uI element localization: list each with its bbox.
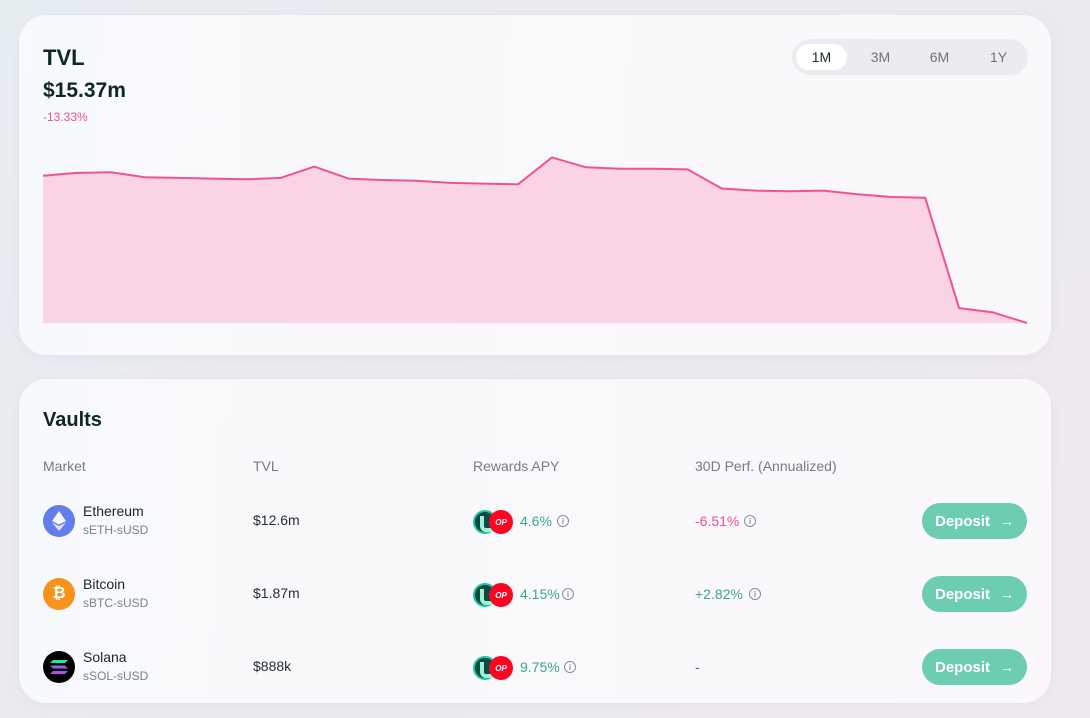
rewards-apy: 4.15%	[520, 586, 560, 602]
tvl-change: -13.33%	[43, 110, 88, 124]
vault-row-ethereum: Ethereum sETH-sUSD $12.6m OP 4.6% i -6.5…	[19, 501, 1051, 541]
perf-value: -6.51%	[695, 513, 740, 529]
vaults-title: Vaults	[43, 409, 102, 431]
perf-value: +2.82%	[695, 586, 743, 602]
vault-row-bitcoin: ₿ Bitcoin sBTC-sUSD $1.87m OP 4.15% i +2…	[19, 574, 1051, 614]
optimism-icon: OP	[489, 656, 513, 680]
rewards-apy: 4.6%	[520, 513, 552, 529]
range-3m-button[interactable]: 3M	[870, 49, 891, 65]
vaults-card: Vaults Market TVL Rewards APY 30D Perf. …	[19, 379, 1051, 703]
perf-value: -	[695, 659, 700, 675]
column-header-rewards-apy: Rewards APY	[473, 458, 560, 474]
vault-row-solana: Solana sSOL-sUSD $888k OP 9.75% i - Depo…	[19, 647, 1051, 687]
arrow-right-icon: →	[1000, 513, 1014, 529]
reward-tokens: OP	[473, 656, 513, 680]
info-icon[interactable]: i	[749, 588, 761, 600]
range-6m-button[interactable]: 6M	[929, 49, 950, 65]
deposit-label: Deposit	[934, 585, 990, 603]
column-header-30d-perf: 30D Perf. (Annualized)	[695, 458, 837, 474]
coin-pair: sBTC-sUSD	[83, 596, 149, 610]
tvl-chart[interactable]	[43, 145, 1027, 325]
optimism-icon: OP	[489, 583, 513, 607]
info-icon[interactable]: i	[557, 515, 569, 527]
coin-name: Ethereum	[83, 503, 144, 519]
ethereum-icon	[43, 505, 75, 537]
range-1y-button[interactable]: 1Y	[989, 49, 1008, 65]
deposit-label: Deposit	[934, 658, 990, 676]
vault-tvl: $888k	[253, 658, 292, 674]
tvl-card: TVL $15.37m -13.33% 1M 3M 6M 1Y	[19, 15, 1051, 355]
column-header-market: Market	[43, 458, 86, 474]
solana-icon	[43, 651, 75, 683]
rewards-apy: 9.75%	[520, 659, 560, 675]
info-icon[interactable]: i	[564, 661, 576, 673]
reward-tokens: OP	[473, 583, 513, 607]
deposit-button-ethereum[interactable]: Deposit →	[922, 503, 1027, 539]
reward-tokens: OP	[473, 510, 513, 534]
vault-tvl: $1.87m	[253, 585, 300, 601]
column-header-tvl: TVL	[253, 458, 279, 474]
bitcoin-icon: ₿	[43, 578, 75, 610]
tvl-title: TVL	[43, 45, 85, 70]
range-1m-button[interactable]: 1M	[796, 44, 847, 70]
chart-line	[43, 156, 1027, 324]
deposit-button-solana[interactable]: Deposit →	[922, 649, 1027, 685]
arrow-right-icon: →	[1000, 659, 1014, 675]
optimism-icon: OP	[489, 510, 513, 534]
info-icon[interactable]: i	[744, 515, 756, 527]
info-icon[interactable]: i	[562, 588, 574, 600]
deposit-label: Deposit	[934, 512, 990, 530]
time-range-selector: 1M 3M 6M 1Y	[792, 39, 1028, 75]
vault-tvl: $12.6m	[253, 512, 300, 528]
coin-name: Solana	[83, 649, 127, 665]
tvl-value: $15.37m	[43, 79, 126, 102]
arrow-right-icon: →	[1000, 586, 1014, 602]
chart-area	[43, 157, 1027, 323]
coin-pair: sETH-sUSD	[83, 523, 149, 537]
coin-name: Bitcoin	[83, 576, 126, 592]
coin-pair: sSOL-sUSD	[83, 669, 149, 683]
deposit-button-bitcoin[interactable]: Deposit →	[922, 576, 1027, 612]
